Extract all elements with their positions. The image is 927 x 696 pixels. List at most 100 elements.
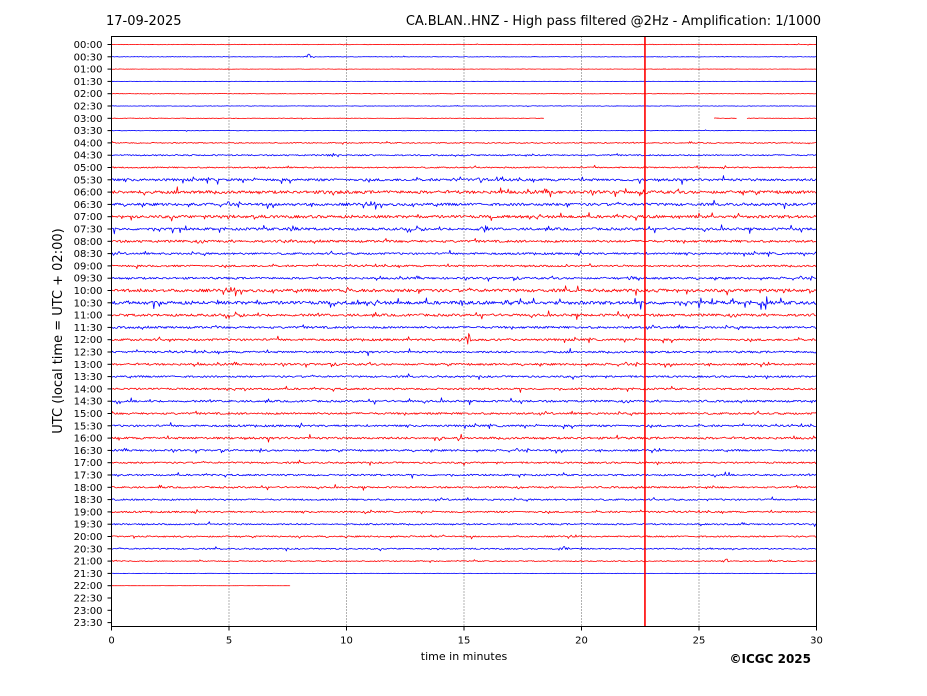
- x-axis-label: time in minutes: [421, 650, 508, 663]
- x-tick-label: 5: [226, 636, 232, 647]
- y-tick-label: 09:30: [74, 274, 103, 285]
- trace-row-14:30: [111, 397, 817, 406]
- trace-row-14:00: [111, 385, 817, 393]
- y-tick-label: 03:30: [74, 126, 103, 137]
- y-tick-label: 01:30: [74, 77, 103, 88]
- y-tick-label: 14:00: [74, 384, 103, 395]
- x-tick-label: 20: [575, 636, 588, 647]
- trace-row-08:30: [111, 249, 817, 257]
- y-tick-label: 23:00: [74, 606, 103, 617]
- y-tick-label: 18:00: [74, 483, 103, 494]
- y-tick-label: 16:00: [74, 434, 103, 445]
- copyright-label: ©ICGC 2025: [729, 652, 811, 666]
- trace-row-01:30: [111, 80, 817, 82]
- trace-row-05:00: [111, 164, 817, 170]
- y-tick-label: 03:00: [74, 114, 103, 125]
- y-tick-label: 07:30: [74, 225, 103, 236]
- y-tick-label: 17:30: [74, 471, 103, 482]
- y-tick-label: 02:30: [74, 102, 103, 113]
- trace-row-00:30: [111, 53, 817, 58]
- trace-row-13:00: [111, 361, 817, 368]
- y-tick-label: 04:30: [74, 151, 103, 162]
- x-tick-label: 10: [340, 636, 353, 647]
- trace-row-11:00: [111, 310, 817, 320]
- y-tick-label: 19:00: [74, 507, 103, 518]
- y-tick-label: 16:30: [74, 446, 103, 457]
- trace-row-17:00: [111, 459, 817, 466]
- plot-frame: [111, 36, 817, 627]
- y-tick-label: 02:00: [74, 89, 103, 100]
- y-tick-label: 00:00: [74, 40, 103, 51]
- y-tick-label: 12:30: [74, 348, 103, 359]
- trace-row-20:30: [111, 546, 817, 552]
- y-tick-label: 20:00: [74, 532, 103, 543]
- trace-row-02:00: [111, 92, 817, 95]
- chart-title: CA.BLAN..HNZ - High pass filtered @2Hz -…: [406, 14, 821, 29]
- y-tick-label: 08:00: [74, 237, 103, 248]
- trace-row-09:00: [111, 263, 817, 270]
- x-tick-label: 15: [458, 636, 471, 647]
- y-tick-label: 05:30: [74, 175, 103, 186]
- x-tick-label: 30: [810, 636, 823, 647]
- y-tick-label: 15:30: [74, 421, 103, 432]
- trace-row-02:30: [111, 105, 817, 108]
- y-tick-label: 23:30: [74, 618, 103, 629]
- y-tick-label: 15:00: [74, 409, 103, 420]
- y-tick-label: 09:00: [74, 261, 103, 272]
- y-tick-label: 10:00: [74, 286, 103, 297]
- y-axis-label: UTC (local time = UTC + 02:00): [51, 228, 66, 433]
- y-tick-label: 22:30: [74, 594, 103, 605]
- trace-row-07:00: [111, 212, 817, 222]
- trace-row-17:30: [111, 471, 817, 479]
- trace-row-08:00: [111, 238, 817, 244]
- trace-row-21:00: [111, 558, 817, 563]
- y-tick-label: 17:00: [74, 458, 103, 469]
- y-tick-label: 21:30: [74, 569, 103, 580]
- trace-row-15:30: [111, 422, 817, 430]
- y-tick-label: 21:00: [74, 557, 103, 568]
- trace-row-03:30: [111, 129, 817, 132]
- y-tick-label: 14:30: [74, 397, 103, 408]
- y-tick-label: 06:00: [74, 188, 103, 199]
- trace-row-19:00: [111, 509, 817, 515]
- trace-row-09:30: [111, 275, 817, 282]
- y-tick-label: 01:00: [74, 65, 103, 76]
- y-tick-label: 11:30: [74, 323, 103, 334]
- trace-row-10:00: [111, 285, 817, 297]
- trace-row-20:00: [111, 534, 817, 540]
- trace-row-06:00: [111, 186, 817, 198]
- trace-row-10:30: [111, 296, 817, 310]
- trace-row-18:00: [111, 484, 817, 491]
- trace-row-19:30: [111, 521, 817, 527]
- trace-row-04:00: [111, 141, 817, 145]
- trace-row-03:00: [111, 117, 817, 120]
- y-tick-label: 11:00: [74, 311, 103, 322]
- y-tick-label: 22:00: [74, 581, 103, 592]
- y-tick-label: 19:30: [74, 520, 103, 531]
- y-tick-label: 06:30: [74, 200, 103, 211]
- trace-row-01:00: [111, 68, 817, 70]
- trace-row-13:30: [111, 373, 817, 380]
- trace-row-05:30: [111, 175, 817, 185]
- trace-row-06:30: [111, 199, 817, 210]
- trace-row-04:30: [111, 153, 817, 158]
- y-tick-label: 13:30: [74, 372, 103, 383]
- trace-row-00:00: [111, 43, 817, 46]
- trace-row-18:30: [111, 496, 817, 502]
- trace-row-21:30: [111, 572, 817, 575]
- trace-row-15:00: [111, 410, 817, 416]
- trace-row-12:30: [111, 348, 817, 357]
- y-tick-label: 13:00: [74, 360, 103, 371]
- y-tick-label: 07:00: [74, 212, 103, 223]
- trace-row-16:30: [111, 447, 817, 454]
- x-tick-label: 25: [693, 636, 706, 647]
- y-tick-label: 20:30: [74, 544, 103, 555]
- trace-row-16:00: [111, 433, 817, 443]
- y-tick-label: 12:00: [74, 335, 103, 346]
- trace-row-07:30: [111, 224, 817, 235]
- y-tick-label: 10:30: [74, 298, 103, 309]
- trace-row-12:00: [111, 333, 817, 345]
- x-tick-label: 0: [108, 636, 114, 647]
